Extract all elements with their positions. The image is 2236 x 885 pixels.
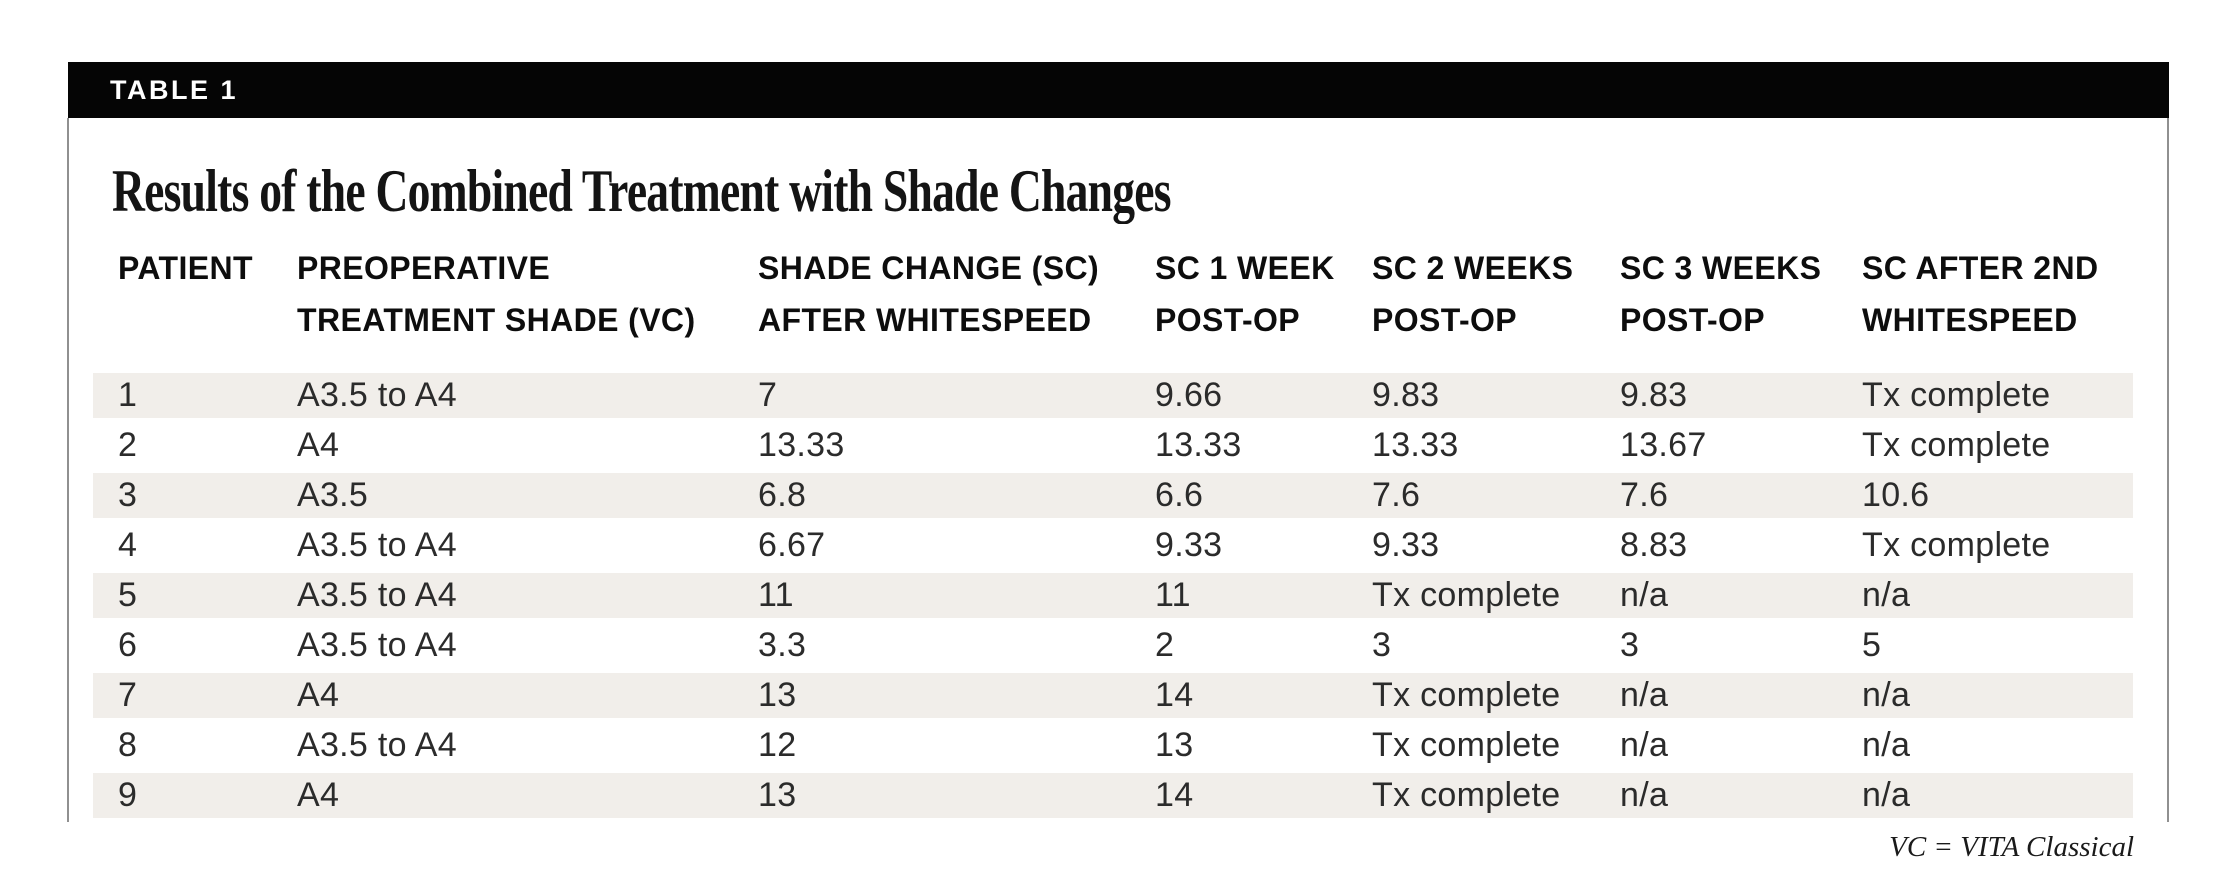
column-header-sc-after-whitespeed: SHADE CHANGE (SC) AFTER WHITESPEED: [758, 250, 1100, 338]
table-cell: Tx complete: [1372, 676, 1561, 714]
table-cell: 12: [758, 726, 797, 764]
table-cell: 13: [758, 676, 797, 714]
table-cell: 11: [758, 576, 794, 614]
table-cell: Tx complete: [1862, 426, 2051, 464]
table-cell: 6: [118, 626, 138, 664]
table-row: 4 A3.5 to A4 6.67 9.33 9.33 8.83 Tx complete: [93, 523, 2133, 568]
table-cell: n/a: [1862, 576, 1911, 614]
table-cell: 13.67: [1620, 426, 1707, 464]
table-cell: 14: [1155, 676, 1194, 714]
table-cell: 9.83: [1620, 376, 1688, 414]
table-footnote: VC = VITA Classical: [1889, 831, 2134, 863]
table-cell: Tx complete: [1372, 776, 1561, 814]
table-cell: 11: [1155, 576, 1191, 614]
table-body: 1 A3.5 to A4 7 9.66 9.83 9.83 Tx complete 2 A4 13…: [93, 373, 2133, 823]
table-cell: 13: [758, 776, 797, 814]
table-row: 1 A3.5 to A4 7 9.66 9.83 9.83 Tx complete: [93, 373, 2133, 418]
table-cell: Tx complete: [1372, 576, 1561, 614]
table-cell: A3.5: [297, 476, 369, 514]
column-header-preoperative-shade: PREOPERATIVE TREATMENT SHADE (VC): [297, 250, 696, 338]
right-frame-line: [2167, 118, 2169, 822]
table-cell: n/a: [1862, 676, 1911, 714]
column-header-patient: PATIENT: [118, 250, 253, 286]
table-cell: A3.5 to A4: [297, 576, 457, 614]
table-cell: 7.6: [1372, 476, 1421, 514]
table-cell: n/a: [1620, 726, 1669, 764]
left-frame-line: [67, 118, 69, 822]
table-cell: 8.83: [1620, 526, 1688, 564]
table-cell: n/a: [1862, 776, 1911, 814]
table-cell: A4: [297, 776, 340, 814]
table-cell: 9.33: [1372, 526, 1440, 564]
table-cell: Tx complete: [1862, 526, 2051, 564]
table-cell: 3: [1372, 626, 1392, 664]
table-cell: 3: [118, 476, 138, 514]
column-header-sc-3-weeks-post-op: SC 3 WEEKS POST-OP: [1620, 250, 1822, 338]
table-row: 3 A3.5 6.8 6.6 7.6 7.6 10.6: [93, 473, 2133, 518]
table-cell: 3.3: [758, 626, 807, 664]
table-cell: 9: [118, 776, 138, 814]
table-cell: 9.83: [1372, 376, 1440, 414]
table-cell: n/a: [1620, 776, 1669, 814]
table-cell: 7: [118, 676, 138, 714]
table-cell: 13.33: [1372, 426, 1459, 464]
table-cell: A3.5 to A4: [297, 726, 457, 764]
table-row: 5 A3.5 to A4 11 11 Tx complete n/a n/a: [93, 573, 2133, 618]
table-cell: 4: [118, 526, 138, 564]
table-cell: 7: [758, 376, 778, 414]
table-cell: 6.67: [758, 526, 826, 564]
column-header-sc-2-weeks-post-op: SC 2 WEEKS POST-OP: [1372, 250, 1574, 338]
table-cell: 1: [118, 376, 138, 414]
table-cell: A4: [297, 676, 340, 714]
table-row: 8 A3.5 to A4 12 13 Tx complete n/a n/a: [93, 723, 2133, 768]
table-cell: Tx complete: [1862, 376, 2051, 414]
table-cell: 2: [1155, 626, 1175, 664]
table-cell: 10.6: [1862, 476, 1930, 514]
table-cell: 9.33: [1155, 526, 1223, 564]
table-cell: n/a: [1620, 576, 1669, 614]
table-cell: 6.6: [1155, 476, 1204, 514]
column-header-sc-1-week-post-op: SC 1 WEEK POST-OP: [1155, 250, 1335, 338]
table-cell: A3.5 to A4: [297, 526, 457, 564]
table-cell: A3.5 to A4: [297, 626, 457, 664]
table-row: 6 A3.5 to A4 3.3 2 3 3 5: [93, 623, 2133, 668]
table-cell: 6.8: [758, 476, 807, 514]
table-cell: 5: [118, 576, 138, 614]
table-cell: 13: [1155, 726, 1194, 764]
table-cell: A4: [297, 426, 340, 464]
column-header-sc-after-2nd-whitespeed: SC AFTER 2ND WHITESPEED: [1862, 250, 2099, 338]
table-label-bar: TABLE 1: [68, 62, 2169, 118]
table-header-row: PATIENT PREOPERATIVE TREATMENT SHADE (VC) S…: [93, 242, 2133, 346]
table-cell: 5: [1862, 626, 1882, 664]
table-cell: 14: [1155, 776, 1194, 814]
table-cell: Tx complete: [1372, 726, 1561, 764]
table-cell: 13.33: [1155, 426, 1242, 464]
table-cell: 7.6: [1620, 476, 1669, 514]
table-cell: n/a: [1862, 726, 1911, 764]
table-cell: 3: [1620, 626, 1640, 664]
table-cell: 2: [118, 426, 138, 464]
table-row: 2 A4 13.33 13.33 13.33 13.67 Tx complete: [93, 423, 2133, 468]
table-cell: 13.33: [758, 426, 845, 464]
table-title: Results of the Combined Treatment with S…: [112, 158, 1172, 224]
table-cell: A3.5 to A4: [297, 376, 457, 414]
table-cell: n/a: [1620, 676, 1669, 714]
table-row: 9 A4 13 14 Tx complete n/a n/a: [93, 773, 2133, 818]
table-cell: 8: [118, 726, 138, 764]
table-row: 7 A4 13 14 Tx complete n/a n/a: [93, 673, 2133, 718]
table-label: TABLE 1: [110, 74, 239, 105]
table-cell: 9.66: [1155, 376, 1223, 414]
